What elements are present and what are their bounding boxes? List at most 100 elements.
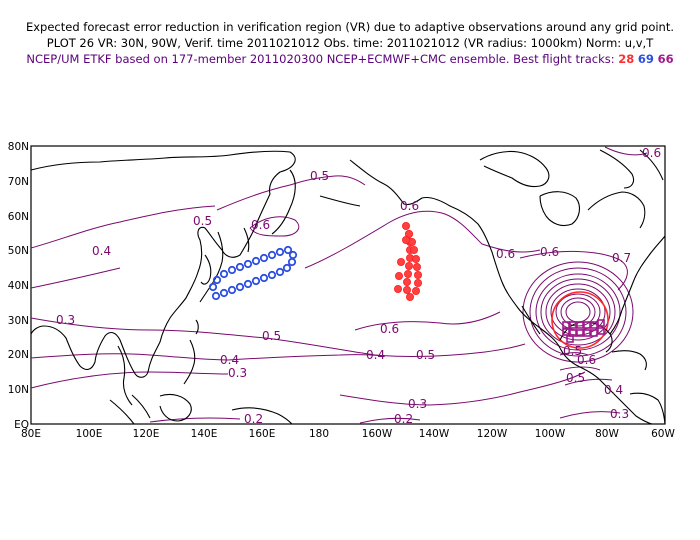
contour-0.5-central	[30, 317, 526, 357]
coast-philippines	[183, 339, 196, 385]
lat-tick-label: 60N	[8, 211, 29, 223]
track-66-point	[562, 328, 570, 336]
track-28-point	[394, 271, 403, 280]
contour-0.4-edge	[30, 267, 121, 289]
contour-0.6-pacific	[304, 210, 541, 269]
lat-tick-label: 40N	[8, 280, 29, 292]
track-69-point	[259, 273, 269, 283]
lon-tick-label: 120E	[133, 428, 160, 440]
track-69-point	[211, 291, 221, 301]
track-28-point	[413, 278, 422, 287]
contour-0.6-southeast	[559, 352, 589, 356]
lon-tick-label: 100W	[535, 428, 566, 440]
coast-caribbean	[611, 350, 647, 371]
track-28-point	[402, 277, 411, 286]
contour-0.3-southeast	[559, 411, 621, 419]
header-line-3: NCEP/UM ETKF based on 177-member 2011020…	[0, 52, 700, 66]
track-28-point	[402, 285, 411, 294]
contour-label: 0.6	[540, 245, 559, 259]
track-66-point	[562, 321, 570, 329]
track-28-point	[401, 235, 410, 244]
track-69-point	[243, 279, 253, 289]
track-28-point	[412, 262, 421, 271]
lon-tick-label: 140W	[419, 428, 450, 440]
track-66-label: 66	[657, 52, 674, 66]
lon-tick-label: 160E	[249, 428, 276, 440]
flight-track-69	[208, 245, 298, 301]
track-66-point	[566, 335, 574, 343]
contour-label: 0.6	[380, 322, 399, 336]
contour-0.2-east	[359, 417, 421, 424]
track-66-point	[569, 321, 577, 329]
track-28-point	[411, 254, 420, 263]
coast-aleutians	[319, 195, 361, 207]
track-69-point	[267, 270, 277, 280]
track-69-point	[227, 265, 237, 275]
verification-region-circle	[551, 291, 609, 349]
contour-0.6-japan	[249, 216, 300, 237]
contour-label: 0.6	[400, 199, 419, 213]
flight-track-66	[562, 319, 605, 343]
coast-greenland	[639, 149, 664, 181]
coast-sakhalin	[243, 227, 250, 253]
longitude-axis: 80E 100E 120E 140E 160E 180 160W 140W 12…	[21, 428, 675, 440]
lat-tick-label: 70N	[8, 176, 29, 188]
track-69-point	[288, 250, 298, 260]
contour-label: 0.7	[612, 251, 631, 265]
contour-0.5-north	[216, 175, 366, 211]
track-28-point	[409, 245, 418, 254]
track-28-point	[413, 270, 422, 279]
contour-0.7	[519, 250, 628, 291]
contour-0.4-south	[30, 353, 386, 361]
track-69-label: 69	[637, 52, 654, 66]
coast-south-america	[629, 392, 666, 425]
track-69-point	[283, 245, 293, 255]
track-69-point	[282, 263, 292, 273]
contour-label: 0.5	[563, 344, 582, 358]
lat-tick-label: 10N	[8, 384, 29, 396]
track-66-point	[583, 321, 591, 329]
contour-label: 0.5	[566, 371, 585, 385]
contour-0.6-south	[354, 311, 501, 331]
contour-label: 0.5	[310, 169, 329, 183]
lat-tick-label: 20N	[8, 349, 29, 361]
contour-label: 0.6	[577, 353, 596, 367]
track-69-point	[235, 282, 245, 292]
contour-label: 0.5	[262, 329, 281, 343]
contour-label: 0.3	[56, 313, 75, 327]
contour-label: 0.3	[408, 397, 427, 411]
track-28-label: 28	[618, 52, 635, 66]
coast-baja	[521, 305, 541, 335]
lon-tick-label: 120W	[477, 428, 508, 440]
track-69-point	[259, 253, 269, 263]
map-frame	[30, 145, 666, 425]
coast-kamchatka	[271, 169, 296, 235]
lon-tick-label: 160W	[362, 428, 393, 440]
contour-lines	[30, 146, 648, 424]
track-69-point	[235, 262, 245, 272]
flight-track-28	[393, 221, 422, 301]
track-66-point	[583, 329, 591, 337]
coast-taiwan	[195, 319, 199, 335]
contour-label: 0.6	[642, 146, 661, 160]
contour-0.4-southeast	[564, 378, 613, 386]
track-69-point	[208, 282, 218, 292]
contour-0.6-east	[604, 146, 648, 156]
header-line-2: PLOT 26 VR: 30N, 90W, Verif. time 201102…	[46, 36, 654, 50]
track-28-point	[403, 269, 412, 278]
coast-florida	[609, 309, 623, 335]
contour-label: 0.3	[228, 366, 247, 380]
track-69-point	[267, 250, 277, 260]
contour-0.5-southeast	[559, 366, 601, 371]
coast-us-east	[621, 235, 666, 311]
lon-tick-label: 180	[309, 428, 329, 440]
track-69-point	[275, 247, 285, 257]
lon-tick-label: 80W	[595, 428, 619, 440]
coast-arctic-islands	[479, 150, 550, 188]
coast-labrador	[587, 191, 646, 229]
coast-japan	[199, 231, 224, 303]
header-line-3-prefix: NCEP/UM ETKF based on 177-member 2011020…	[26, 52, 615, 66]
contour-label: 0.5	[193, 214, 212, 228]
track-28-point	[411, 286, 420, 295]
